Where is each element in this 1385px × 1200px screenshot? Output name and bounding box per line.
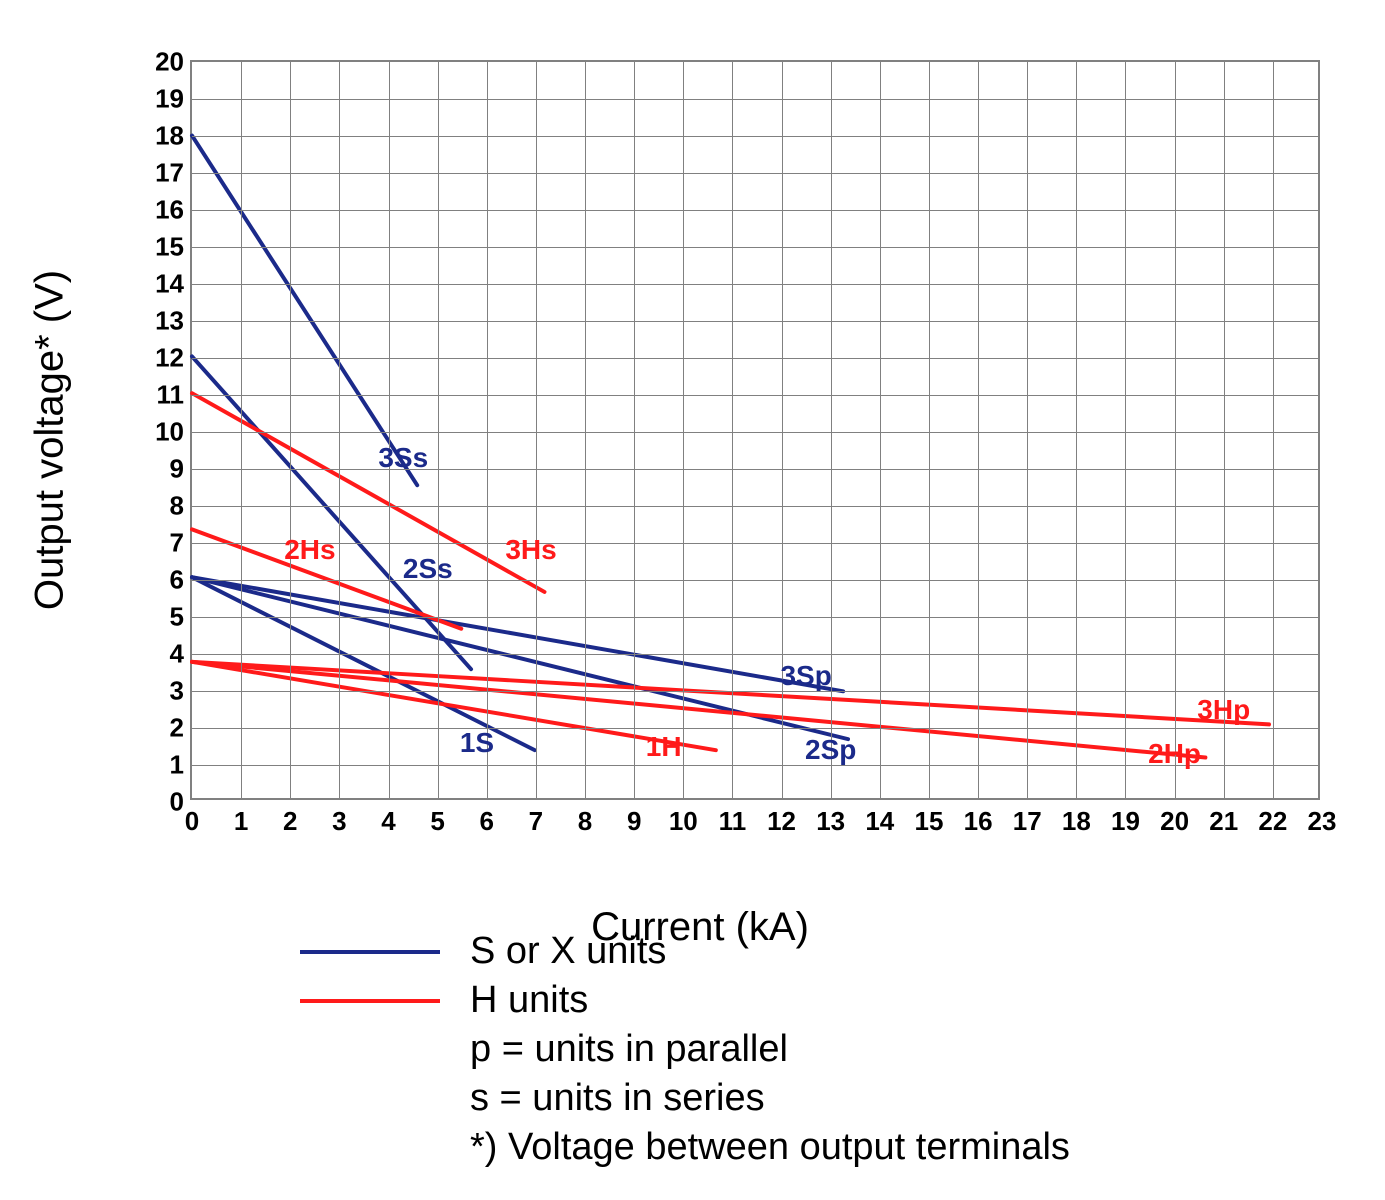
series-label-3Hp: 3Hp — [1197, 694, 1250, 726]
series-line-2Ss — [192, 356, 471, 669]
series-label-3Hs: 3Hs — [505, 534, 556, 566]
y-tick: 2 — [170, 713, 184, 744]
series-label-1S: 1S — [460, 727, 494, 759]
series-line-3Hs — [192, 393, 544, 592]
plot-area: 0123456789101112131415161718192021222301… — [190, 60, 1320, 800]
series-label-3Ss: 3Ss — [378, 442, 428, 474]
x-tick: 21 — [1209, 806, 1238, 837]
series-label-2Hp: 2Hp — [1148, 738, 1201, 770]
y-tick: 4 — [170, 639, 184, 670]
x-tick: 23 — [1308, 806, 1337, 837]
series-label-2Ss: 2Ss — [403, 553, 453, 585]
y-tick: 17 — [155, 158, 184, 189]
legend-label-h: H units — [470, 979, 588, 1022]
y-tick: 7 — [170, 528, 184, 559]
legend-row-s: S or X units — [300, 930, 1070, 973]
y-tick: 12 — [155, 343, 184, 374]
series-label-3Sp: 3Sp — [780, 660, 831, 692]
legend-label-s: S or X units — [470, 930, 666, 973]
legend-note-p: p = units in parallel — [470, 1028, 1070, 1071]
chart-container: Output voltage* (V) 01234567891011121314… — [60, 40, 1340, 860]
x-tick: 12 — [767, 806, 796, 837]
x-tick: 3 — [332, 806, 346, 837]
series-label-2Hs: 2Hs — [284, 534, 335, 566]
series-label-1H: 1H — [646, 731, 682, 763]
x-tick: 14 — [865, 806, 894, 837]
legend-swatch-h — [300, 999, 440, 1003]
x-tick: 6 — [480, 806, 494, 837]
y-tick: 5 — [170, 602, 184, 633]
x-tick: 11 — [719, 806, 747, 837]
legend-swatch-s — [300, 950, 440, 954]
x-tick: 17 — [1013, 806, 1042, 837]
x-tick: 1 — [234, 806, 248, 837]
y-tick: 20 — [155, 47, 184, 78]
x-tick: 18 — [1062, 806, 1091, 837]
legend-note-s: s = units in series — [470, 1077, 1070, 1120]
x-tick: 22 — [1258, 806, 1287, 837]
x-tick: 8 — [578, 806, 592, 837]
y-tick: 13 — [155, 306, 184, 337]
y-tick: 9 — [170, 454, 184, 485]
y-tick: 6 — [170, 565, 184, 596]
y-tick: 11 — [157, 380, 185, 411]
x-tick: 20 — [1160, 806, 1189, 837]
x-tick: 5 — [430, 806, 444, 837]
x-tick: 13 — [816, 806, 845, 837]
legend-note-star: *) Voltage between output terminals — [470, 1126, 1070, 1169]
x-tick: 9 — [627, 806, 641, 837]
legend-row-h: H units — [300, 979, 1070, 1022]
y-tick: 3 — [170, 676, 184, 707]
y-tick: 18 — [155, 121, 184, 152]
y-axis-label: Output voltage* (V) — [28, 270, 73, 610]
y-tick: 1 — [170, 750, 184, 781]
x-tick: 7 — [529, 806, 543, 837]
x-tick: 15 — [914, 806, 943, 837]
y-tick: 15 — [155, 232, 184, 263]
y-tick: 16 — [155, 195, 184, 226]
x-tick: 2 — [283, 806, 297, 837]
x-tick: 4 — [381, 806, 395, 837]
x-tick: 10 — [669, 806, 698, 837]
legend: S or X units H units p = units in parall… — [300, 930, 1070, 1175]
y-tick: 19 — [155, 84, 184, 115]
y-tick: 0 — [170, 787, 184, 818]
x-tick: 0 — [185, 806, 199, 837]
y-tick: 10 — [155, 417, 184, 448]
y-tick: 8 — [170, 491, 184, 522]
series-label-2Sp: 2Sp — [805, 734, 856, 766]
series-line-2Hp — [192, 662, 1205, 758]
x-tick: 19 — [1111, 806, 1140, 837]
x-tick: 16 — [964, 806, 993, 837]
y-tick: 14 — [155, 269, 184, 300]
